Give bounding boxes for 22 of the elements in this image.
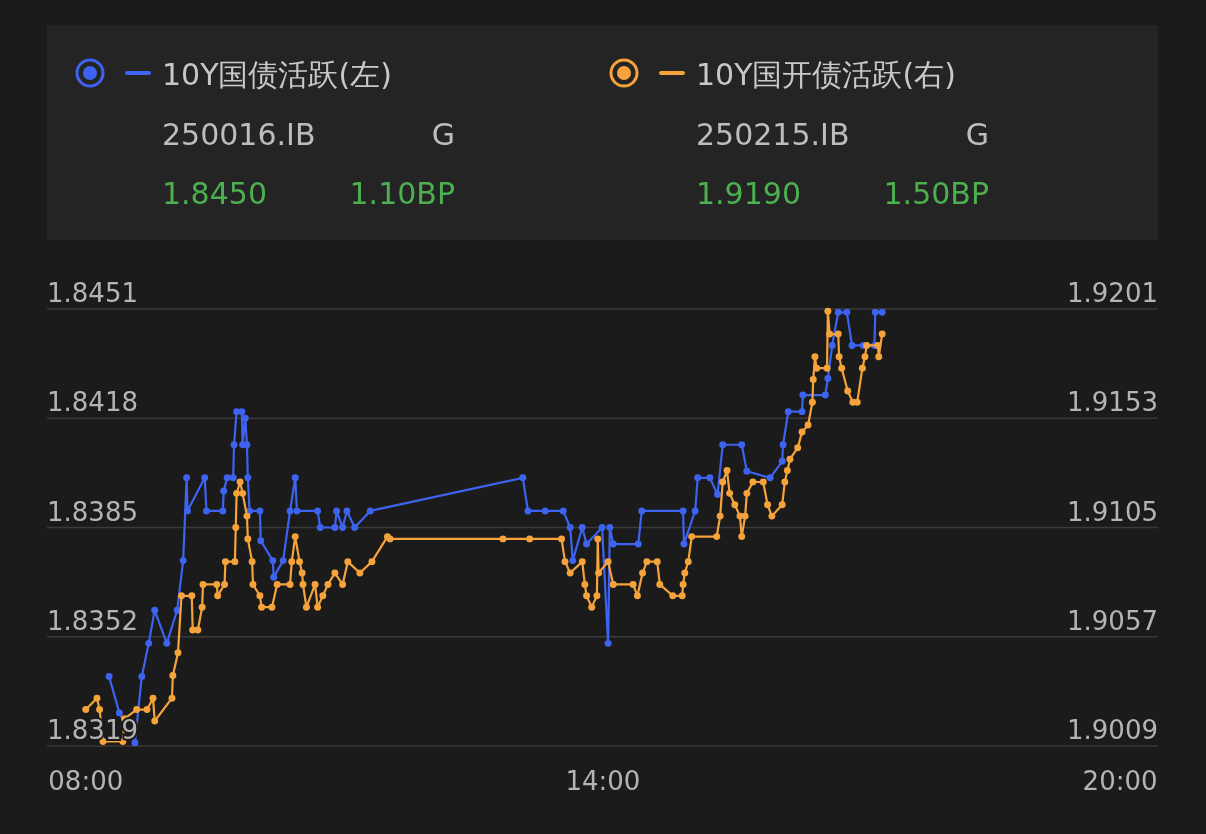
text: 1.50BP: [883, 176, 989, 211]
legend-label: 10Y国债活跃(左): [162, 57, 392, 92]
y2-tick-label: 1.9057: [1067, 605, 1158, 636]
x-tick-label: 20:00: [1082, 766, 1158, 796]
y-tick-label: 1.8385: [47, 496, 138, 527]
x-tick-label: 08:00: [48, 766, 124, 796]
legend-label: 10Y国开债活跃(右): [696, 57, 956, 92]
text: G: [965, 117, 989, 152]
text: 1.8450: [162, 176, 267, 211]
y2-tick-label: 1.9009: [1067, 715, 1158, 745]
x-tick-label: 14:00: [565, 766, 641, 796]
y2-tick-label: 1.9201: [1067, 278, 1158, 308]
y-tick-label: 1.8352: [47, 605, 138, 636]
y-tick-label: 1.8451: [47, 278, 138, 308]
y-tick-label: 1.8418: [47, 387, 138, 418]
text: 250215.IB: [696, 117, 850, 152]
y2-tick-label: 1.9153: [1067, 387, 1158, 418]
text: 250016.IB: [162, 117, 316, 152]
text: 1.9190: [696, 176, 801, 211]
y2-tick-label: 1.9105: [1067, 496, 1158, 527]
text: G: [431, 117, 455, 152]
text: 1.10BP: [349, 176, 455, 211]
